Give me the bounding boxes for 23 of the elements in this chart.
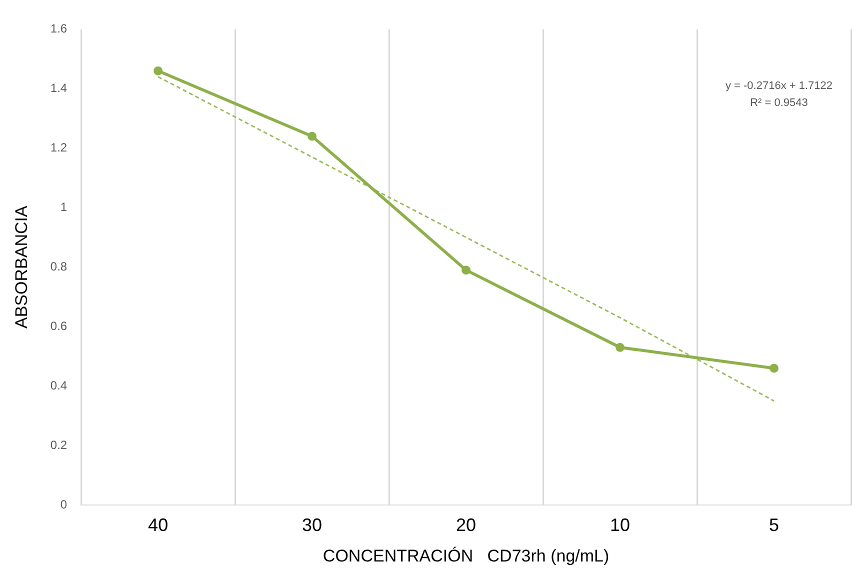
point bbox=[770, 364, 779, 373]
x-tick-label: 40 bbox=[148, 514, 168, 535]
y-tick-label: 0 bbox=[60, 497, 68, 512]
y-tick-label: 0.6 bbox=[50, 318, 68, 333]
y-tick-label: 1 bbox=[60, 200, 68, 214]
y-tick-label: 1.4 bbox=[50, 80, 68, 95]
point bbox=[308, 132, 317, 141]
x-tick-label: 5 bbox=[769, 514, 780, 535]
y-tick-label: 0.8 bbox=[50, 259, 68, 274]
y-axis-title: ABSORBANCIA bbox=[12, 205, 31, 329]
point bbox=[154, 66, 163, 76]
x-tick-label: 10 bbox=[610, 514, 630, 535]
y-tick-label: 1.2 bbox=[50, 140, 68, 154]
y-tick-label: 0.2 bbox=[50, 438, 68, 452]
x-tick-label: 30 bbox=[302, 514, 322, 535]
x-tick-label: 20 bbox=[456, 514, 476, 535]
x-axis-title: CONCENTRACIÓN CD73rh (ng/mL) bbox=[322, 546, 610, 566]
y-tick-label: 0.4 bbox=[50, 378, 68, 392]
point bbox=[616, 342, 625, 352]
annotation: y = -0.2716x + 1.7122 bbox=[725, 80, 833, 92]
annotation: R² = 0.9543 bbox=[750, 97, 808, 110]
point bbox=[462, 266, 471, 275]
y-tick-label: 1.6 bbox=[50, 22, 68, 36]
